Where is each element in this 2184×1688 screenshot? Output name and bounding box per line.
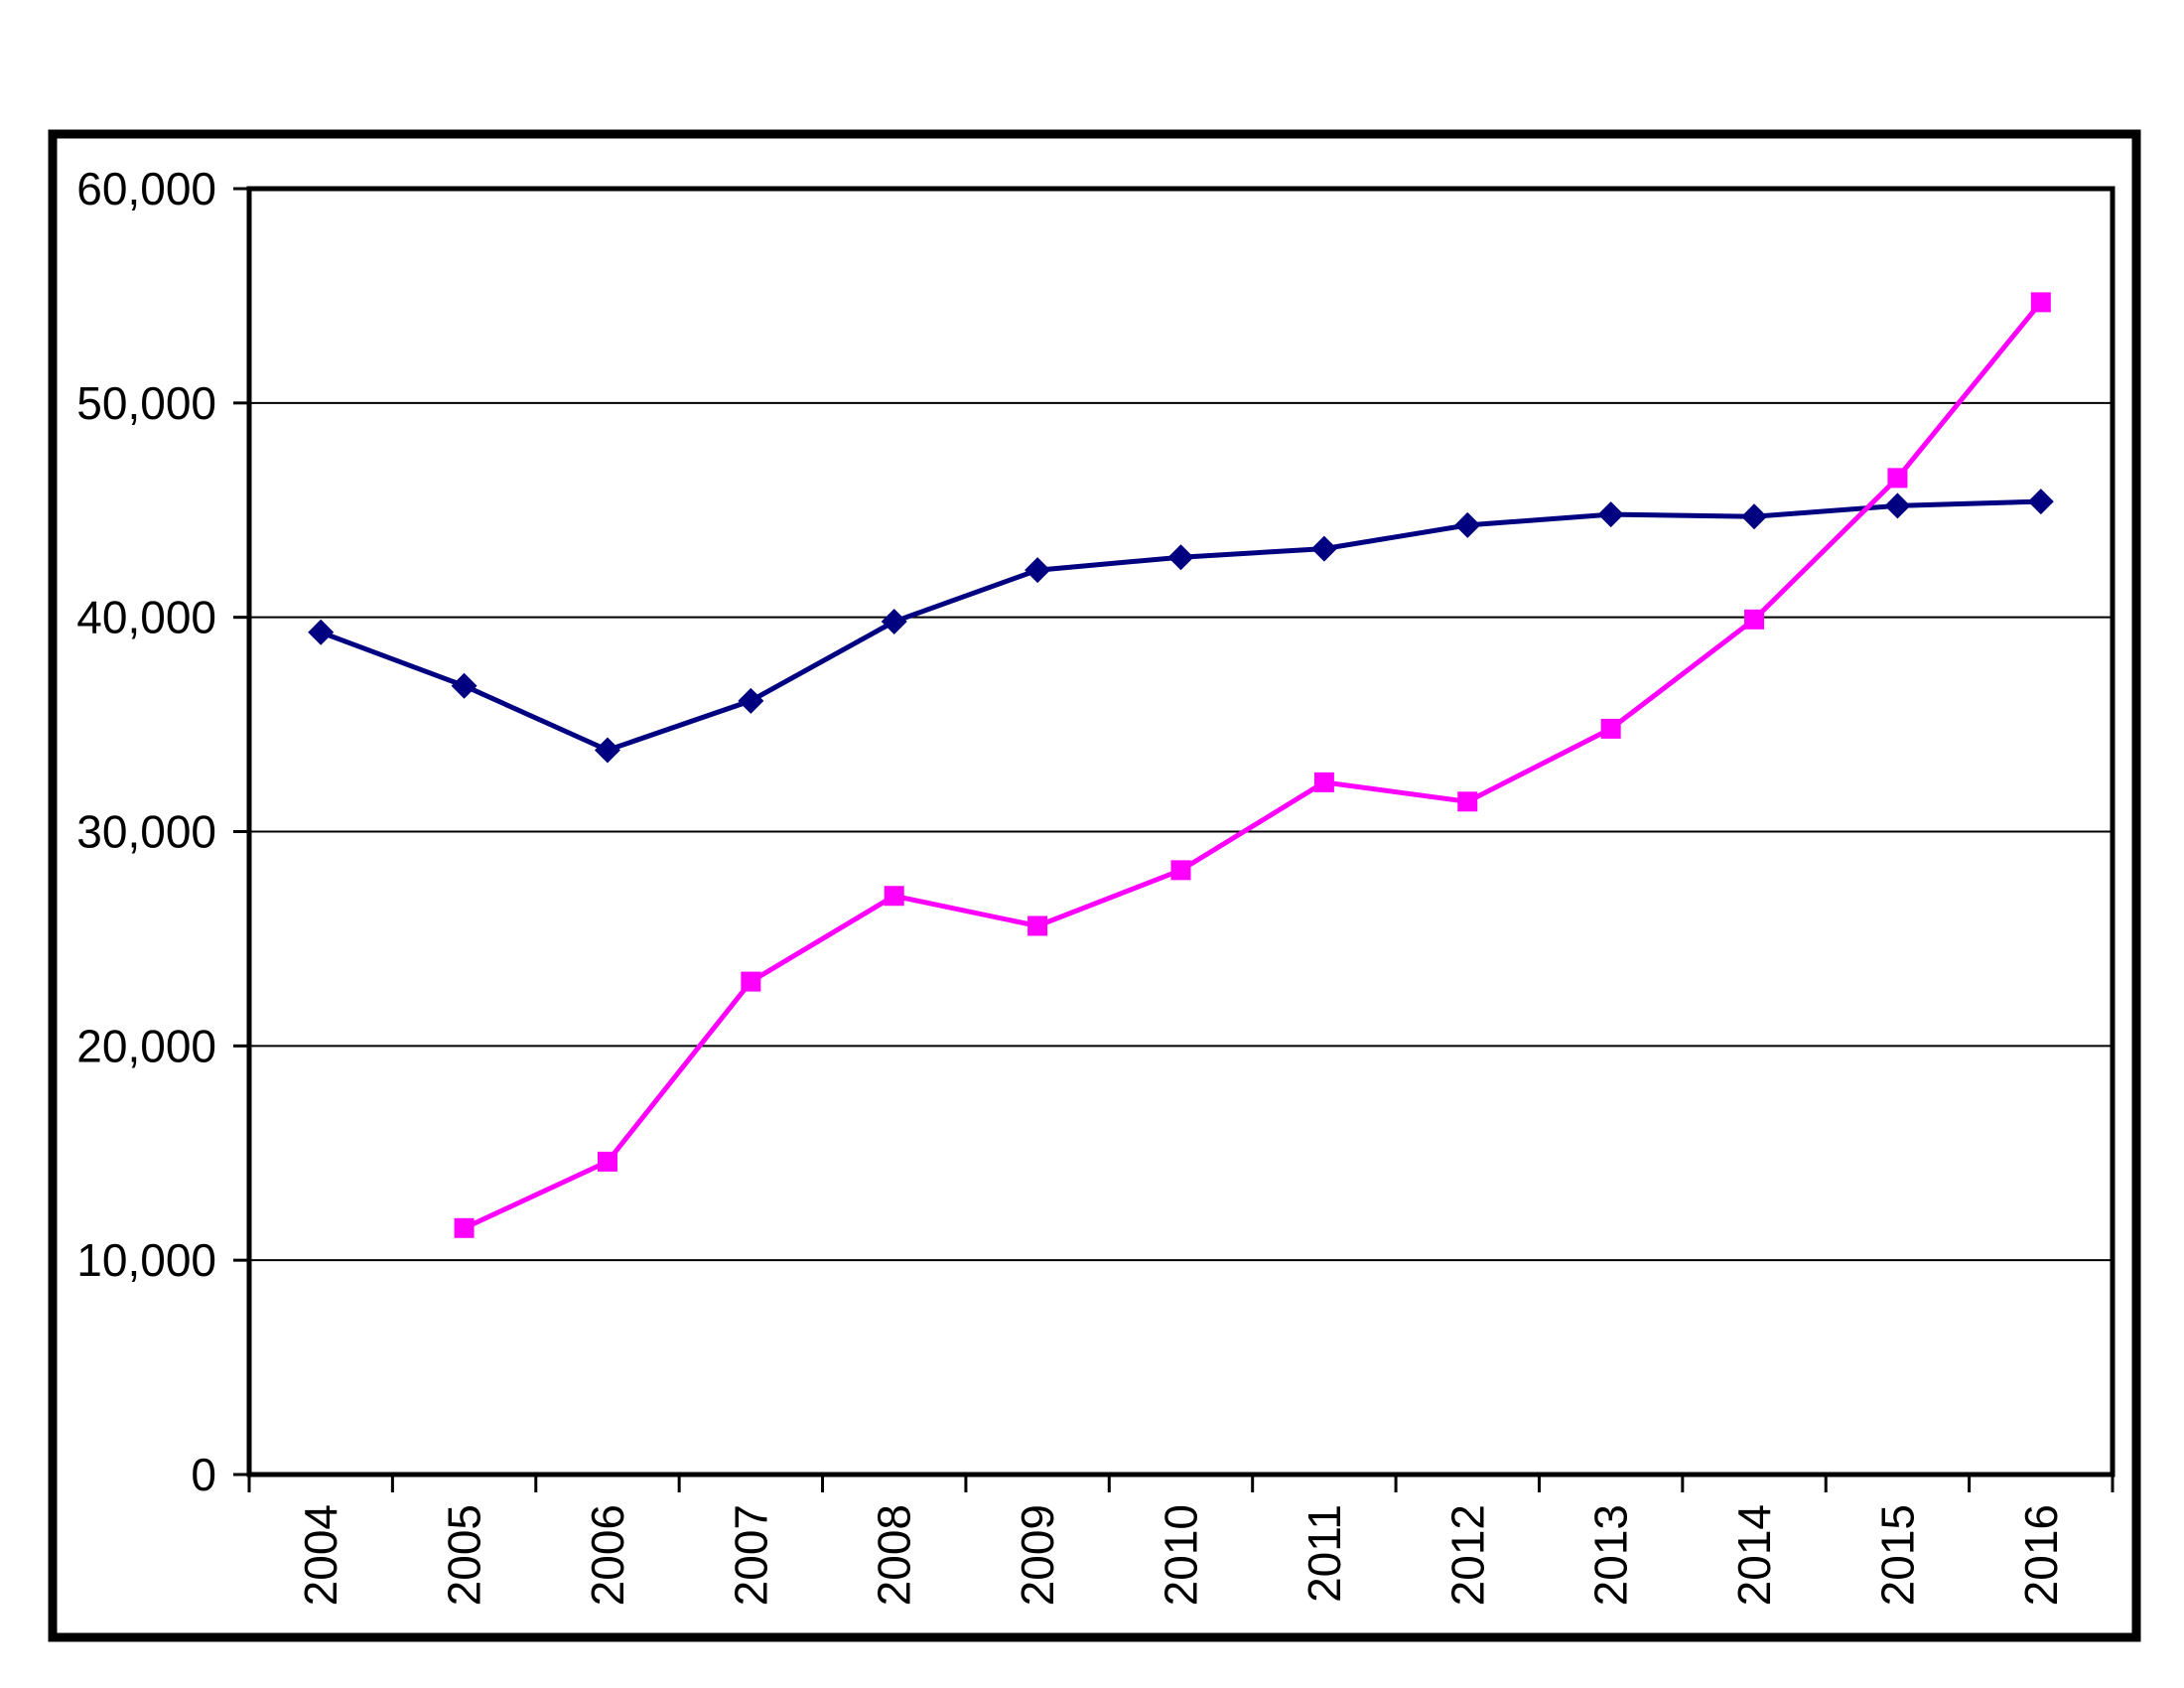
marker-square-series-2: [1457, 791, 1478, 812]
y-axis-label: 40,000: [76, 592, 216, 643]
x-axis-label: 2009: [1012, 1504, 1063, 1606]
marker-diamond-series-1: [1167, 544, 1194, 571]
x-axis-label: 2008: [869, 1504, 920, 1606]
marker-square-series-2: [1600, 718, 1621, 739]
x-axis-label: 2005: [439, 1504, 490, 1606]
marker-square-series-2: [597, 1151, 617, 1172]
marker-square-series-2: [1170, 860, 1191, 881]
marker-square-series-2: [1027, 915, 1048, 936]
marker-diamond-series-1: [1024, 557, 1051, 584]
marker-square-series-2: [1744, 609, 1765, 630]
x-axis-label: 2007: [725, 1504, 776, 1606]
x-axis-label: 2011: [1298, 1504, 1350, 1603]
x-axis-label: 2006: [582, 1504, 633, 1606]
marker-square-series-2: [884, 886, 904, 907]
marker-diamond-series-1: [738, 687, 764, 714]
x-axis-label: 2015: [1871, 1504, 1923, 1606]
marker-diamond-series-1: [1310, 535, 1337, 562]
y-axis-label: 10,000: [76, 1234, 216, 1286]
marker-square-series-2: [2030, 292, 2051, 313]
marker-square-series-2: [454, 1217, 475, 1238]
x-axis-label: 2016: [2015, 1504, 2067, 1606]
y-axis-label: 30,000: [76, 806, 216, 858]
marker-square-series-2: [741, 971, 761, 992]
y-axis-label: 0: [191, 1449, 216, 1500]
marker-diamond-series-1: [1597, 501, 1624, 528]
marker-diamond-series-1: [451, 672, 478, 699]
x-axis-label: 2014: [1728, 1504, 1780, 1606]
marker-diamond-series-1: [1454, 511, 1481, 538]
x-axis-label: 2012: [1441, 1504, 1493, 1606]
marker-diamond-series-1: [881, 608, 907, 634]
y-axis-label: 20,000: [76, 1020, 216, 1071]
outer-border: [48, 129, 2141, 1642]
marker-diamond-series-1: [308, 619, 335, 645]
y-axis-label: 60,000: [76, 163, 216, 214]
x-axis-label: 2004: [295, 1504, 346, 1606]
marker-diamond-series-1: [594, 737, 620, 764]
marker-diamond-series-1: [2027, 489, 2054, 515]
x-axis-label: 2010: [1156, 1504, 1207, 1606]
marker-square-series-2: [1313, 772, 1334, 792]
marker-diamond-series-1: [1741, 503, 1768, 530]
marker-diamond-series-1: [1884, 492, 1911, 519]
marker-square-series-2: [1887, 468, 1908, 489]
y-axis-label: 50,000: [76, 377, 216, 429]
series-line-series-2: [463, 300, 2043, 1231]
x-axis-label: 2013: [1585, 1504, 1637, 1606]
